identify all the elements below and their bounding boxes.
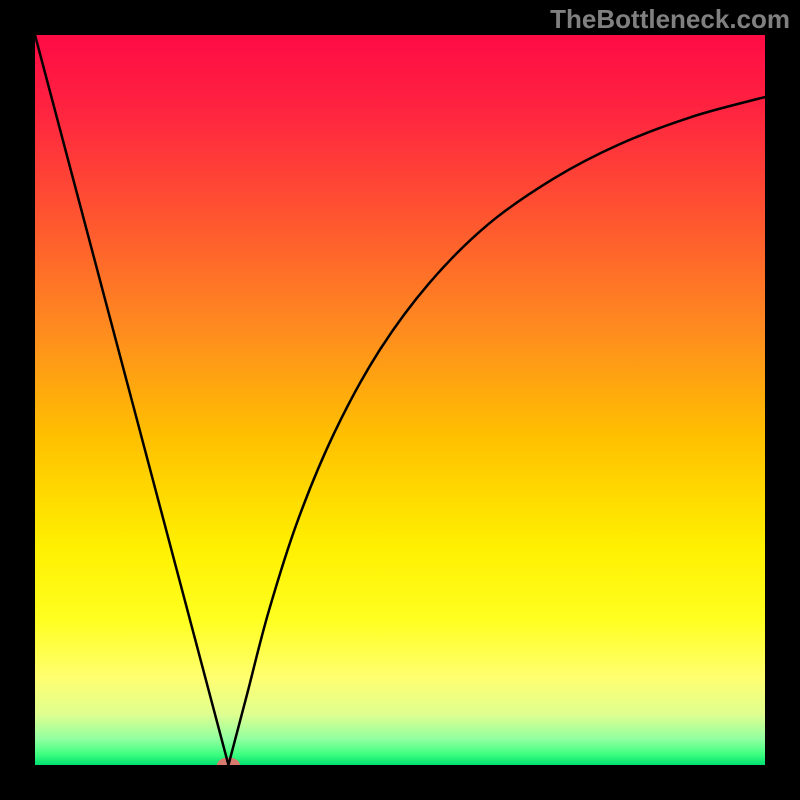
gradient-background [35, 35, 765, 765]
bottleneck-chart [35, 35, 765, 765]
watermark-text: TheBottleneck.com [550, 4, 790, 35]
chart-frame: TheBottleneck.com [0, 0, 800, 800]
